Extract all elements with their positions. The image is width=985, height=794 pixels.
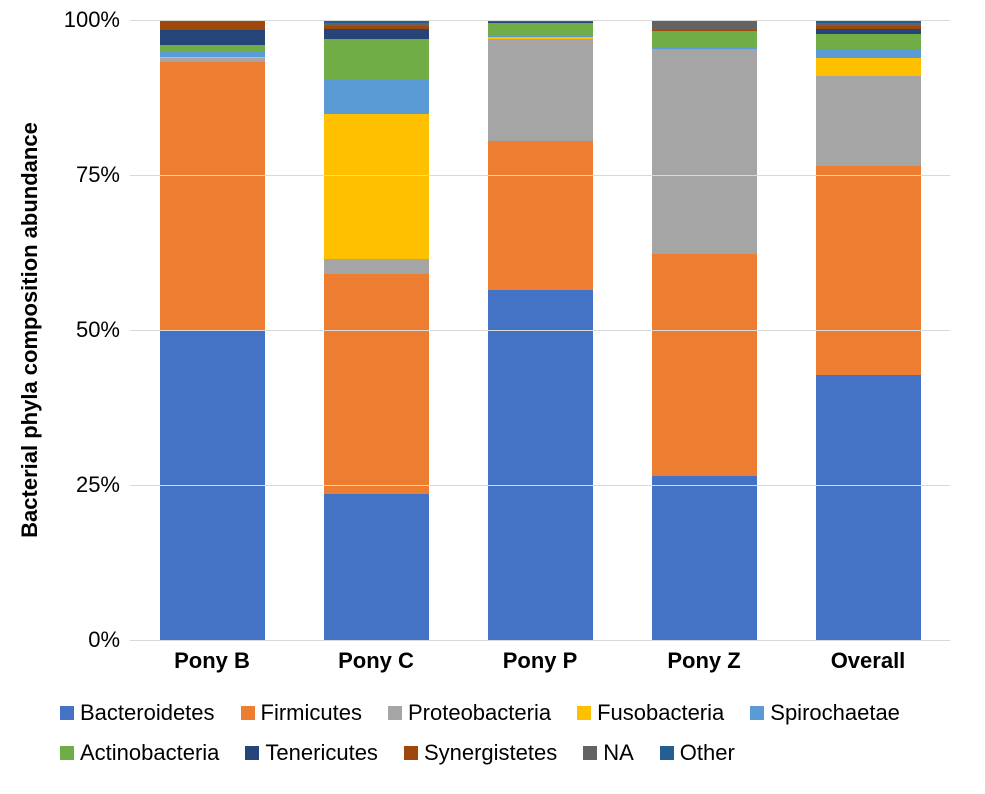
legend-label: NA	[603, 740, 634, 766]
legend-swatch	[245, 746, 259, 760]
y-axis-title: Bacterial phyla composition abundance	[17, 122, 43, 538]
bar-segment-fusobacteria	[816, 58, 921, 76]
y-tick-label: 25%	[76, 472, 120, 498]
bar-segment-firmicutes	[652, 254, 757, 475]
legend-label: Tenericutes	[265, 740, 378, 766]
legend-swatch	[60, 706, 74, 720]
bar-segment-bacteroidetes	[652, 476, 757, 640]
legend-item: Firmicutes	[241, 700, 380, 726]
legend-label: Bacteroidetes	[80, 700, 215, 726]
legend-label: Synergistetes	[424, 740, 557, 766]
bar-segment-proteobacteria	[324, 259, 429, 275]
gridline	[130, 640, 950, 641]
x-tick-label: Pony P	[458, 648, 622, 674]
legend-item: Other	[660, 740, 753, 766]
legend-item: Tenericutes	[245, 740, 396, 766]
bar-segment-firmicutes	[488, 141, 593, 290]
legend-item: Fusobacteria	[577, 700, 742, 726]
legend-label: Spirochaetae	[770, 700, 900, 726]
gridline	[130, 330, 950, 331]
gridline	[130, 485, 950, 486]
legend-item: NA	[583, 740, 652, 766]
gridline	[130, 20, 950, 21]
legend-item: Spirochaetae	[750, 700, 918, 726]
plot-area: 0%25%50%75%100%	[130, 20, 950, 640]
y-tick-label: 0%	[88, 627, 120, 653]
bar-segment-bacteroidetes	[816, 375, 921, 640]
bar-segment-spirochaetae	[816, 49, 921, 58]
bar-segment-proteobacteria	[816, 76, 921, 166]
bar-segment-firmicutes	[324, 274, 429, 494]
legend-label: Other	[680, 740, 735, 766]
legend-item: Actinobacteria	[60, 740, 237, 766]
bar-segment-proteobacteria	[652, 49, 757, 254]
bar-segment-spirochaetae	[324, 80, 429, 115]
legend-label: Actinobacteria	[80, 740, 219, 766]
legend-item: Proteobacteria	[388, 700, 569, 726]
y-tick-label: 100%	[64, 7, 120, 33]
legend-item: Bacteroidetes	[60, 700, 233, 726]
stacked-bar-chart: Bacterial phyla composition abundance 0%…	[0, 0, 985, 794]
legend-swatch	[60, 746, 74, 760]
legend-swatch	[388, 706, 402, 720]
x-tick-label: Overall	[786, 648, 950, 674]
legend-swatch	[660, 746, 674, 760]
bar-segment-actinobacteria	[324, 39, 429, 79]
bar-segment-tenericutes	[160, 30, 265, 45]
x-tick-label: Pony Z	[622, 648, 786, 674]
legend-swatch	[583, 746, 597, 760]
bar-segment-firmicutes	[160, 62, 265, 330]
bar-segment-firmicutes	[816, 166, 921, 376]
bar-segment-fusobacteria	[324, 114, 429, 258]
bar-segment-actinobacteria	[652, 31, 757, 48]
y-tick-label: 50%	[76, 317, 120, 343]
legend-item: Synergistetes	[404, 740, 575, 766]
bar-segment-bacteroidetes	[488, 290, 593, 640]
x-tick-label: Pony C	[294, 648, 458, 674]
y-tick-label: 75%	[76, 162, 120, 188]
legend-swatch	[241, 706, 255, 720]
bar-segment-tenericutes	[324, 29, 429, 39]
bar-segment-actinobacteria	[816, 34, 921, 50]
bar-segment-synergistetes	[160, 21, 265, 30]
bar-segment-bacteroidetes	[324, 494, 429, 640]
x-tick-label: Pony B	[130, 648, 294, 674]
legend-label: Proteobacteria	[408, 700, 551, 726]
legend-swatch	[750, 706, 764, 720]
bar-segment-na	[652, 21, 757, 30]
legend-swatch	[404, 746, 418, 760]
legend: Bacteroidetes Firmicutes Proteobacteria Fus…	[60, 700, 960, 766]
legend-label: Firmicutes	[261, 700, 362, 726]
gridline	[130, 175, 950, 176]
legend-swatch	[577, 706, 591, 720]
x-axis-labels: Pony BPony CPony PPony ZOverall	[130, 648, 950, 674]
bar-segment-proteobacteria	[488, 39, 593, 141]
bar-segment-actinobacteria	[488, 23, 593, 37]
legend-label: Fusobacteria	[597, 700, 724, 726]
